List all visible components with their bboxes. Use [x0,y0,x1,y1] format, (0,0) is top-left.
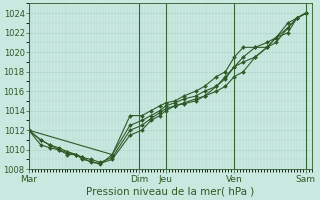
X-axis label: Pression niveau de la mer( hPa ): Pression niveau de la mer( hPa ) [86,187,254,197]
